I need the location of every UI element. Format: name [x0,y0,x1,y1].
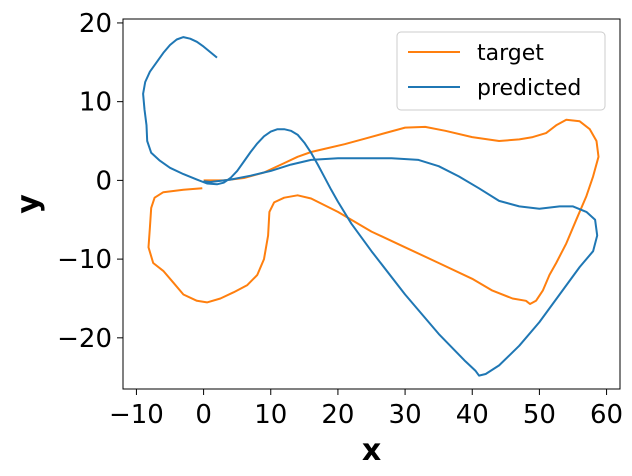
legend: target predicted [396,31,606,111]
y-axis: −20 −10 0 10 20 [57,9,123,354]
x-tick-label: 0 [195,400,212,430]
series-line-predicted [142,36,599,377]
y-tick-label: −20 [57,324,112,354]
x-tick-label: 10 [254,400,287,430]
y-tick-label: 10 [79,88,112,118]
y-tick-label: 20 [79,9,112,39]
y-tick-label: −10 [57,245,112,275]
y-tick-label: 0 [95,166,112,196]
plot-frame [122,18,621,390]
x-tick-label: 30 [389,400,422,430]
x-tick-label: 60 [590,400,623,430]
x-tick-label: −10 [109,400,164,430]
series-line-target [147,118,600,305]
x-tick-label: 40 [456,400,489,430]
x-axis: −10 0 10 20 30 40 50 60 [109,389,623,430]
y-axis-label: y [11,194,46,214]
plot-lines [142,36,600,377]
legend-label-target: target [477,41,544,66]
x-tick-label: 20 [321,400,354,430]
x-tick-label: 50 [523,400,556,430]
legend-label-predicted: predicted [477,76,581,101]
x-axis-label: x [362,433,381,468]
